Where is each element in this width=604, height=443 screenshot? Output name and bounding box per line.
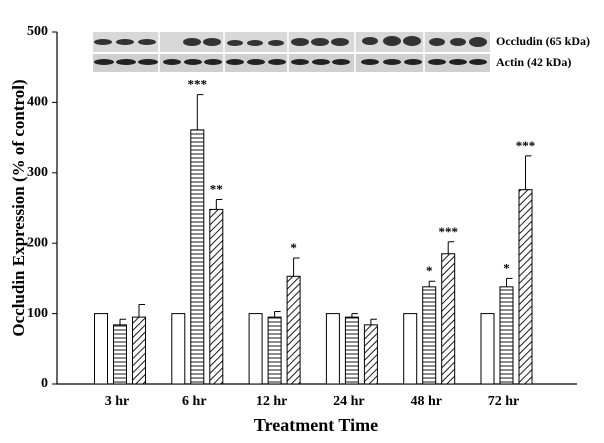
bar <box>518 189 533 385</box>
bar <box>363 324 378 385</box>
bar <box>94 313 108 385</box>
bar <box>267 316 282 385</box>
significance-label: ** <box>210 182 223 197</box>
western-blot <box>93 32 490 72</box>
error-bar <box>370 318 377 325</box>
x-tick-label: 12 hr <box>256 394 288 409</box>
error-bar <box>119 318 126 325</box>
bar <box>422 286 437 385</box>
error-bar <box>447 241 455 254</box>
x-axis-title: Treatment Time <box>254 415 378 435</box>
error-bar <box>196 94 204 130</box>
bar <box>209 208 224 385</box>
blot-label: Occludin (65 kDa) <box>496 34 590 48</box>
bar <box>286 275 301 385</box>
error-bar <box>525 155 532 190</box>
significance-label: *** <box>516 138 536 153</box>
x-tick-label: 3 hr <box>105 394 130 409</box>
significance-label: * <box>290 240 297 255</box>
y-axis-title: Occludin Expression (% of control) <box>9 79 28 336</box>
bar <box>132 316 146 385</box>
x-tick-label: 6 hr <box>182 394 207 409</box>
y-tick-label: 0 <box>41 376 48 391</box>
significance-label: *** <box>188 77 208 92</box>
bar <box>480 313 495 385</box>
bar <box>441 253 456 385</box>
bar <box>190 129 205 385</box>
y-tick-label: 400 <box>27 95 48 110</box>
bar <box>344 316 359 385</box>
error-bar <box>351 313 358 318</box>
bar <box>248 313 263 385</box>
error-bar <box>215 199 223 210</box>
y-tick-label: 200 <box>27 235 48 250</box>
error-bar <box>428 280 436 287</box>
bar <box>171 313 186 385</box>
bar <box>499 286 514 385</box>
y-tick-label: 500 <box>27 24 48 39</box>
y-tick-label: 100 <box>27 306 48 321</box>
error-bar <box>138 303 145 318</box>
significance-label: * <box>503 260 510 275</box>
x-tick-label: 72 hr <box>488 394 520 409</box>
bar <box>403 313 418 385</box>
x-tick-label: 48 hr <box>410 394 442 409</box>
significance-label: *** <box>438 224 458 239</box>
y-tick-label: 300 <box>27 165 48 180</box>
significance-label: * <box>426 263 433 278</box>
x-tick-label: 24 hr <box>333 394 365 409</box>
bar <box>113 324 127 385</box>
error-bar <box>293 257 300 277</box>
blot-label: Actin (42 kDa) <box>496 55 571 69</box>
error-bar <box>506 277 513 287</box>
error-bar <box>274 310 281 318</box>
bar <box>325 313 340 385</box>
